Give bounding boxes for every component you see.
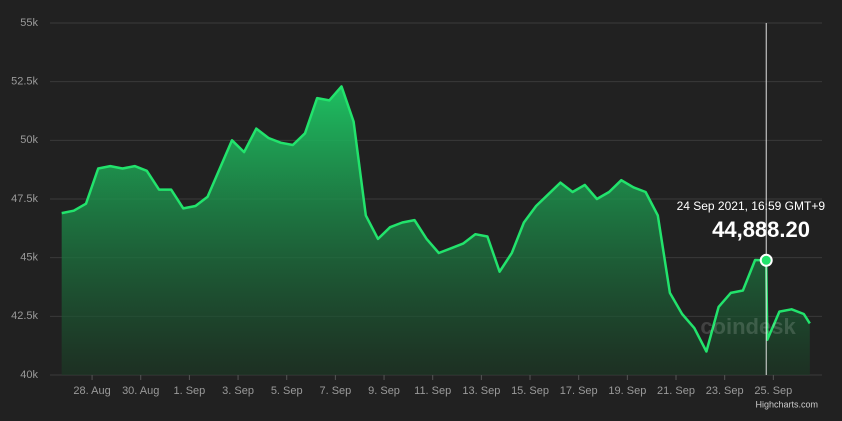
y-tick-label: 55k <box>20 17 38 29</box>
x-tick-label: 15. Sep <box>511 385 549 397</box>
x-tick-label: 30. Aug <box>122 385 159 397</box>
x-tick-label: 1. Sep <box>173 385 205 397</box>
x-tick-label: 21. Sep <box>657 385 695 397</box>
y-tick-label: 42.5k <box>11 310 38 322</box>
y-tick-label: 40k <box>20 369 38 381</box>
tooltip-date: 24 Sep 2021, 16:59 GMT+9 <box>677 199 826 213</box>
plot <box>61 85 811 376</box>
y-tick-label: 50k <box>20 134 38 146</box>
x-tick-label: 19. Sep <box>608 385 646 397</box>
x-tick-label: 23. Sep <box>706 385 744 397</box>
credits: Highcharts.com <box>755 399 818 409</box>
area <box>61 86 810 376</box>
tooltip-value: 44,888.20 <box>712 217 810 242</box>
watermark: coindesk <box>700 314 796 339</box>
x-tick-label: 25. Sep <box>754 385 792 397</box>
x-tick-label: 5. Sep <box>271 385 303 397</box>
x-tick-label: 3. Sep <box>222 385 254 397</box>
line <box>61 85 811 353</box>
x-tick-label: 7. Sep <box>319 385 351 397</box>
x-tick-label: 9. Sep <box>368 385 400 397</box>
x-tick-label: 11. Sep <box>414 385 451 397</box>
y-tick-label: 45k <box>20 252 38 264</box>
x-tick-label: 13. Sep <box>462 385 500 397</box>
x-tick-label: 17. Sep <box>560 385 598 397</box>
y-tick-label: 52.5k <box>11 76 38 88</box>
y-tick-label: 47.5k <box>11 193 38 205</box>
hover-point <box>759 253 773 267</box>
x-tick-label: 28. Aug <box>73 385 110 397</box>
